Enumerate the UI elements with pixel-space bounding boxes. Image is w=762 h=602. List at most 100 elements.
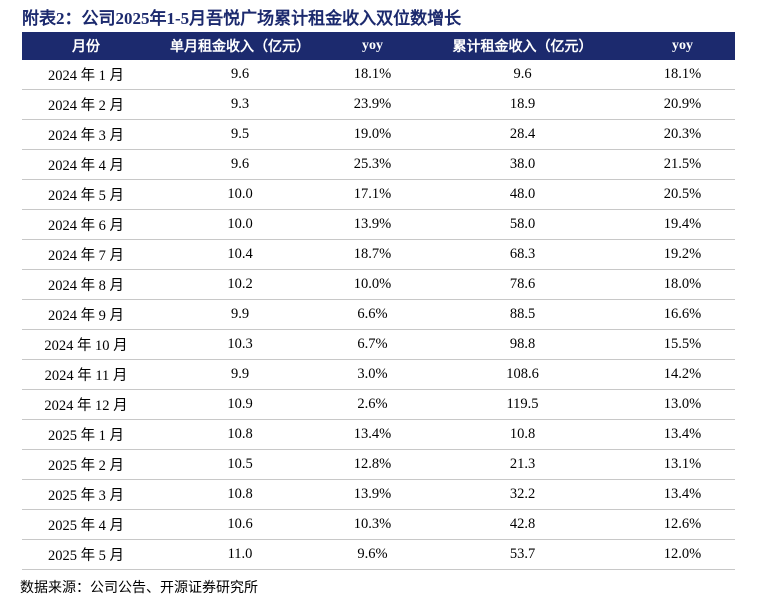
table-cell: 68.3: [415, 239, 630, 270]
table-cell: 13.1%: [630, 449, 735, 480]
table-cell: 2025 年 3 月: [22, 479, 150, 510]
table-row: 2024 年 3 月 9.5 19.0% 28.4 20.3%: [22, 119, 735, 150]
table-cell: 2024 年 10 月: [22, 329, 150, 360]
table-cell: 13.9%: [330, 209, 415, 240]
table-cell: 13.9%: [330, 479, 415, 510]
table-cell: 2024 年 8 月: [22, 269, 150, 300]
table-cell: 12.6%: [630, 509, 735, 540]
table-cell: 9.3: [150, 89, 330, 120]
table-cell: 9.6: [415, 60, 630, 90]
table-cell: 9.6: [150, 149, 330, 180]
table-cell: 2.6%: [330, 389, 415, 420]
table-row: 2024 年 6 月 10.0 13.9% 58.0 19.4%: [22, 209, 735, 240]
header-cell: 月份: [22, 32, 150, 60]
table-cell: 19.2%: [630, 239, 735, 270]
table-cell: 10.8: [150, 479, 330, 510]
table-cell: 10.3%: [330, 509, 415, 540]
table-cell: 119.5: [415, 389, 630, 420]
table-cell: 88.5: [415, 299, 630, 330]
table-cell: 13.4%: [630, 479, 735, 510]
table-cell: 2025 年 5 月: [22, 539, 150, 570]
table-cell: 2025 年 2 月: [22, 449, 150, 480]
table-cell: 2024 年 1 月: [22, 60, 150, 90]
table-cell: 21.5%: [630, 149, 735, 180]
table-row: 2024 年 9 月 9.9 6.6% 88.5 16.6%: [22, 299, 735, 330]
table-row: 2025 年 2 月 10.5 12.8% 21.3 13.1%: [22, 449, 735, 480]
table-cell: 2024 年 2 月: [22, 89, 150, 120]
table-cell: 25.3%: [330, 149, 415, 180]
table-cell: 10.0: [150, 209, 330, 240]
table-row: 2024 年 7 月 10.4 18.7% 68.3 19.2%: [22, 239, 735, 270]
table-cell: 2024 年 11 月: [22, 359, 150, 390]
table-cell: 13.0%: [630, 389, 735, 420]
table-cell: 20.9%: [630, 89, 735, 120]
table-row: 2024 年 10 月 10.3 6.7% 98.8 15.5%: [22, 329, 735, 360]
table-cell: 18.0%: [630, 269, 735, 300]
table-cell: 10.6: [150, 509, 330, 540]
table-cell: 19.0%: [330, 119, 415, 150]
table-cell: 2024 年 4 月: [22, 149, 150, 180]
table-cell: 58.0: [415, 209, 630, 240]
table-cell: 10.0: [150, 179, 330, 210]
table-row: 2024 年 8 月 10.2 10.0% 78.6 18.0%: [22, 269, 735, 300]
table-cell: 9.6%: [330, 539, 415, 570]
table-cell: 20.3%: [630, 119, 735, 150]
table-row: 2024 年 1 月 9.6 18.1% 9.6 18.1%: [22, 60, 735, 90]
header-cell: 累计租金收入（亿元）: [415, 32, 630, 60]
table-cell: 2024 年 6 月: [22, 209, 150, 240]
table-cell: 13.4%: [630, 419, 735, 450]
table-cell: 13.4%: [330, 419, 415, 450]
table-cell: 18.1%: [630, 60, 735, 90]
table-cell: 2024 年 5 月: [22, 179, 150, 210]
table-row: 2024 年 2 月 9.3 23.9% 18.9 20.9%: [22, 89, 735, 120]
table-row: 2024 年 12 月 10.9 2.6% 119.5 13.0%: [22, 389, 735, 420]
table-cell: 38.0: [415, 149, 630, 180]
table-cell: 10.4: [150, 239, 330, 270]
table-cell: 16.6%: [630, 299, 735, 330]
table-cell: 12.0%: [630, 539, 735, 570]
table-cell: 10.5: [150, 449, 330, 480]
table-cell: 32.2: [415, 479, 630, 510]
header-cell: yoy: [330, 32, 415, 60]
table-row: 2024 年 11 月 9.9 3.0% 108.6 14.2%: [22, 359, 735, 390]
table-cell: 2024 年 12 月: [22, 389, 150, 420]
table-cell: 53.7: [415, 539, 630, 570]
table-cell: 3.0%: [330, 359, 415, 390]
table-cell: 2024 年 7 月: [22, 239, 150, 270]
table-cell: 98.8: [415, 329, 630, 360]
table-cell: 20.5%: [630, 179, 735, 210]
table-row: 2024 年 4 月 9.6 25.3% 38.0 21.5%: [22, 149, 735, 180]
table-cell: 42.8: [415, 509, 630, 540]
source-note: 数据来源：公司公告、开源证券研究所: [20, 581, 258, 596]
table-row: 2025 年 3 月 10.8 13.9% 32.2 13.4%: [22, 479, 735, 510]
table-cell: 2025 年 1 月: [22, 419, 150, 450]
table-cell: 2024 年 9 月: [22, 299, 150, 330]
table-cell: 9.9: [150, 359, 330, 390]
table-cell: 6.6%: [330, 299, 415, 330]
table-row: 2025 年 1 月 10.8 13.4% 10.8 13.4%: [22, 419, 735, 450]
table-cell: 12.8%: [330, 449, 415, 480]
table-cell: 14.2%: [630, 359, 735, 390]
table-body: 2024 年 1 月 9.6 18.1% 9.6 18.1% 2024 年 2 月 9.3 2…: [22, 60, 735, 570]
table-cell: 9.5: [150, 119, 330, 150]
table-cell: 48.0: [415, 179, 630, 210]
table-cell: 78.6: [415, 269, 630, 300]
table-cell: 10.3: [150, 329, 330, 360]
table-cell: 28.4: [415, 119, 630, 150]
table-row: 2024 年 5 月 10.0 17.1% 48.0 20.5%: [22, 179, 735, 210]
table-cell: 108.6: [415, 359, 630, 390]
table-cell: 10.8: [415, 419, 630, 450]
table-cell: 11.0: [150, 539, 330, 570]
table-cell: 9.9: [150, 299, 330, 330]
table-cell: 6.7%: [330, 329, 415, 360]
table-cell: 10.9: [150, 389, 330, 420]
table-cell: 15.5%: [630, 329, 735, 360]
header-row: 月份 单月租金收入（亿元） yoy 累计租金收入（亿元） yoy: [22, 32, 735, 60]
table-row: 2025 年 4 月 10.6 10.3% 42.8 12.6%: [22, 509, 735, 540]
table-cell: 19.4%: [630, 209, 735, 240]
table-cell: 2025 年 4 月: [22, 509, 150, 540]
table-cell: 18.1%: [330, 60, 415, 90]
title: 附表2：公司2025年1-5月吾悦广场累计租金收入双位数增长: [22, 9, 462, 28]
